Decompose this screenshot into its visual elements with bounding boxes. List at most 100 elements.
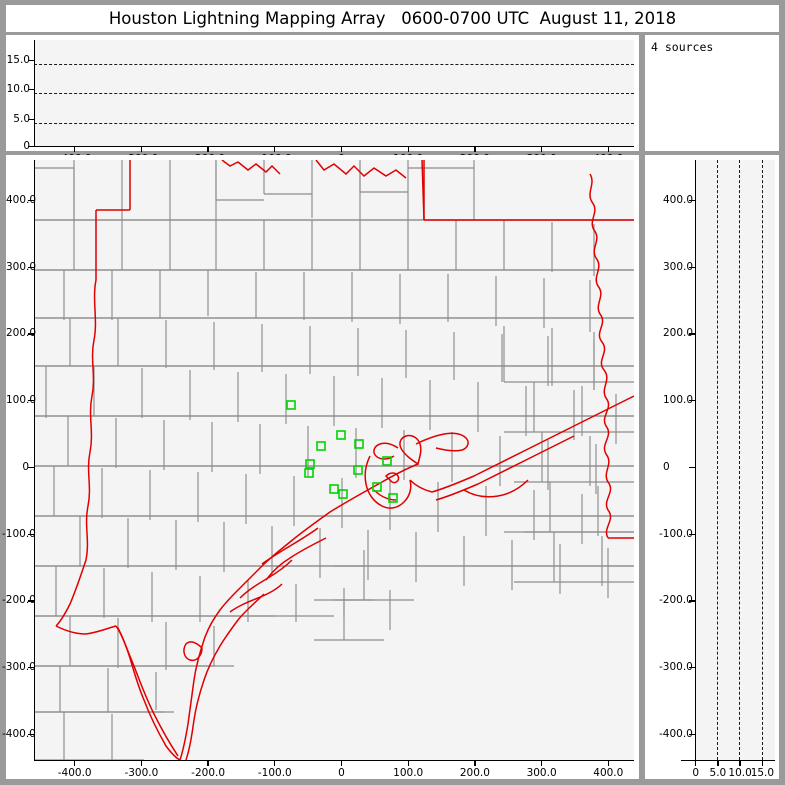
map-xtick-label-100: 100.0 [393, 767, 424, 779]
right-ytick-mark--300 [689, 666, 696, 669]
altitude-east-west-plot-area[interactable] [34, 40, 634, 146]
map-ytick-mark--400 [28, 733, 35, 735]
station-marker [304, 468, 314, 478]
right-ytick-label--300: -300.0 [659, 660, 693, 673]
right-xtick-mark-5 [717, 760, 719, 766]
xtick-mark-100 [407, 146, 409, 152]
right-xtick-label-15: 15.0 [750, 767, 775, 779]
xtick-mark-0 [340, 146, 343, 152]
station-marker [329, 484, 339, 494]
right-ytick-mark-400 [689, 200, 696, 202]
altitude-north-south-plot-area[interactable] [695, 160, 775, 760]
ytick-mark-10 [28, 89, 35, 91]
plan-view-map-plot-area[interactable] [34, 160, 634, 760]
right-ytick-mark-200 [689, 333, 696, 335]
top-panel-x-axis [34, 145, 634, 147]
right-panel-x-axis [681, 759, 775, 761]
top-panel-y-axis [34, 40, 36, 147]
station-marker [316, 441, 326, 451]
xtick-mark-300 [540, 146, 543, 152]
ytick-mark-5 [28, 118, 35, 120]
source-count-label: 4 sources [651, 40, 714, 54]
xtick-mark--400 [74, 146, 76, 152]
map-ytick-mark-0 [28, 466, 35, 469]
right-ytick-label-100: 100.0 [663, 394, 694, 407]
right-ytick-mark--200 [689, 600, 696, 602]
ytick-label-10: 10.0 [6, 83, 30, 95]
altitude-north-south-panel[interactable]: 400.0 300.0 200.0 100.0 0 -100.0 -200.0 … [645, 155, 779, 779]
altitude-east-west-panel[interactable]: 0 5.0 10.0 15.0 -400.0 -300.0 -200.0 -10… [6, 35, 639, 165]
page-title: Houston Lightning Mapping Array 0600-070… [108, 9, 677, 28]
map-ytick-label--400: -400.0 [2, 727, 36, 740]
station-marker [388, 493, 398, 503]
map-xtick-label-400: 400.0 [593, 767, 624, 779]
map-geography [34, 160, 634, 760]
right-ytick-mark--100 [689, 533, 696, 535]
station-marker [382, 456, 392, 466]
map-xtick-mark-200 [474, 760, 476, 766]
right-xtick-label-5: 5.0 [709, 767, 727, 779]
map-y-axis [34, 160, 36, 761]
map-ytick-label-300: 300.0 [6, 260, 37, 273]
map-xtick-label-200: 200.0 [459, 767, 490, 779]
map-xtick-label--100: -100.0 [257, 767, 292, 779]
right-panel-y-axis [695, 160, 697, 761]
map-xtick-mark-300 [540, 760, 543, 766]
map-ytick-mark--100 [28, 533, 35, 535]
map-xtick-label--200: -200.0 [191, 767, 226, 779]
map-ytick-mark-400 [28, 200, 35, 202]
station-marker-group [286, 400, 398, 503]
right-ytick-mark-0 [689, 466, 696, 469]
gridline-y-10 [34, 93, 634, 95]
map-xtick-mark-0 [340, 760, 343, 766]
map-ytick-mark--200 [28, 600, 35, 602]
ytick-mark-0 [28, 146, 35, 148]
map-ytick-label--100: -100.0 [2, 527, 36, 540]
station-marker [336, 430, 346, 440]
map-xtick-mark-400 [607, 760, 609, 766]
station-marker [286, 400, 296, 410]
map-xtick-label--400: -400.0 [57, 767, 92, 779]
right-ytick-label-200: 200.0 [663, 327, 694, 340]
map-ytick-label-400: 400.0 [6, 194, 37, 206]
right-xtick-mark-10 [739, 760, 741, 766]
station-marker [372, 482, 382, 492]
xtick-mark-200 [474, 146, 476, 152]
station-marker [353, 465, 363, 475]
gridline-x-15 [761, 160, 763, 760]
state-and-coastline-borders [55, 160, 634, 760]
map-x-axis [34, 759, 634, 761]
map-ytick-label-200: 200.0 [6, 327, 37, 340]
xtick-mark--100 [274, 146, 276, 152]
map-ytick-label-0: 0 [22, 460, 29, 473]
map-xtick-label--300: -300.0 [124, 767, 159, 779]
right-ytick-label-0: 0 [663, 460, 670, 473]
map-xtick-mark-100 [407, 760, 409, 766]
county-borders [34, 160, 634, 760]
ytick-mark-15 [28, 59, 35, 61]
right-ytick-label-300: 300.0 [663, 260, 694, 273]
right-ytick-label--100: -100.0 [659, 527, 693, 540]
map-ytick-label--200: -200.0 [2, 594, 36, 607]
title-bar: Houston Lightning Mapping Array 0600-070… [6, 5, 779, 32]
plan-view-map-panel[interactable]: 400.0 300.0 200.0 100.0 0 -100.0 -200.0 … [2, 155, 639, 779]
gridline-y-15 [34, 63, 634, 65]
map-ytick-mark-200 [28, 333, 35, 335]
map-xtick-mark--100 [274, 760, 276, 766]
gridline-y-5 [34, 122, 634, 124]
right-ytick-mark-100 [689, 400, 696, 402]
gridline-x-5 [717, 160, 719, 760]
right-xtick-label-0: 0 [692, 767, 700, 779]
map-ytick-mark-300 [28, 266, 35, 269]
station-marker [338, 489, 348, 499]
right-xtick-mark-0 [695, 760, 697, 766]
map-xtick-label-300: 300.0 [526, 767, 557, 779]
right-ytick-label-400: 400.0 [663, 194, 694, 206]
ytick-label-15: 15.0 [6, 53, 30, 66]
right-xtick-label-10: 10.0 [728, 767, 752, 779]
station-marker [305, 459, 315, 469]
map-ytick-label-100: 100.0 [6, 394, 37, 407]
map-xtick-mark--300 [140, 760, 143, 766]
map-ytick-mark-100 [28, 400, 35, 402]
map-xtick-mark--400 [74, 760, 76, 766]
